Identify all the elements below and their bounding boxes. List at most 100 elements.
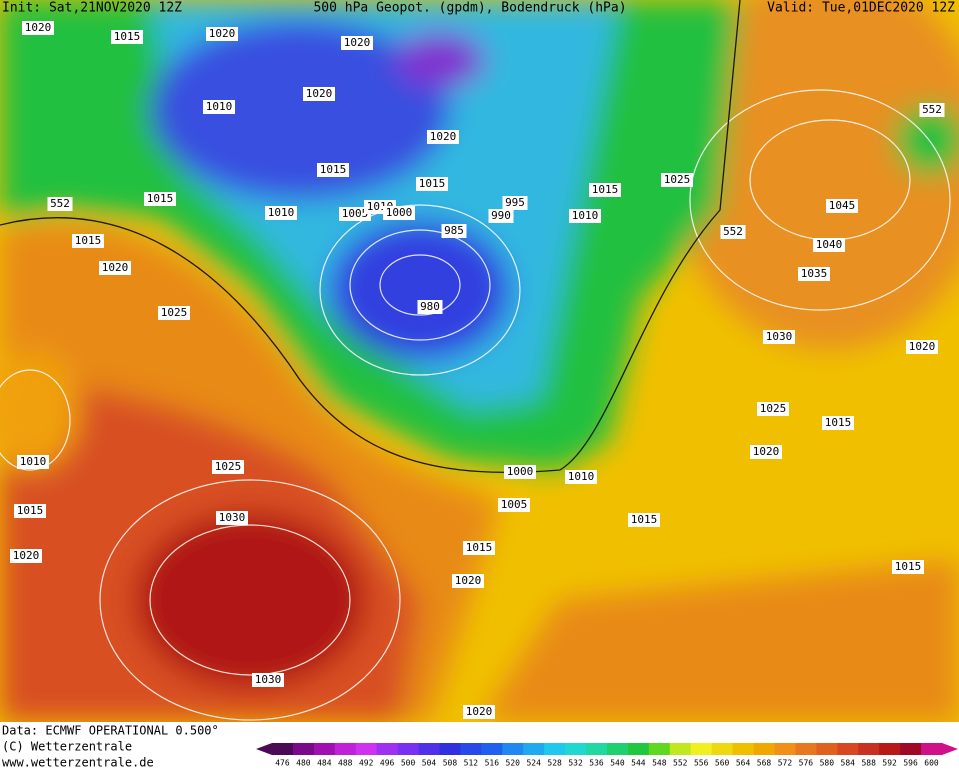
- isobar-label: 1020: [909, 340, 936, 353]
- isobar-label: 1015: [419, 177, 446, 190]
- colorbar-tick-label: 480: [296, 759, 311, 768]
- colorbar-tick-label: 500: [401, 759, 416, 768]
- label-box: [750, 445, 782, 459]
- colorbar-tick-label: 560: [715, 759, 730, 768]
- colorbar-swatch: [586, 743, 608, 755]
- map-field: [0, 0, 959, 722]
- colorbar-swatch: [313, 743, 336, 755]
- isobar-label: 1015: [895, 560, 922, 573]
- isobar-label: 1040: [816, 238, 843, 251]
- isobar-label: 1020: [455, 574, 482, 587]
- isobar-label: 1020: [102, 261, 129, 274]
- colorbar-swatch: [816, 743, 838, 755]
- isobar-label: 1020: [753, 445, 780, 458]
- colorbar-tick-label: 548: [652, 759, 667, 768]
- isobar-label: 1025: [664, 173, 691, 186]
- colorbar-tick-label: 544: [631, 759, 646, 768]
- label-box: [265, 206, 297, 220]
- colorbar-swatch: [292, 743, 315, 755]
- label-box: [906, 340, 938, 354]
- label-box: [203, 100, 235, 114]
- colorbar-swatch: [272, 743, 294, 755]
- colorbar-swatch: [879, 743, 901, 755]
- colorbar-swatch: [481, 743, 503, 755]
- isobar-label: 1025: [760, 402, 787, 415]
- colorbar-tick-label: 484: [317, 759, 332, 768]
- isobar-label: 552: [723, 225, 743, 238]
- colorbar-swatch: [523, 743, 545, 755]
- colorbar-tick-label: 496: [380, 759, 395, 768]
- colorbar-swatch: [397, 743, 420, 755]
- colorbar-tick-label: 528: [547, 759, 562, 768]
- isobar-label: 1020: [209, 27, 236, 40]
- colorbar-tick-label: 524: [526, 759, 541, 768]
- colorbar-tick-label: 488: [338, 759, 353, 768]
- isobar-label: 1030: [219, 511, 246, 524]
- colorbar-swatch: [690, 743, 713, 755]
- label-box: [47, 197, 73, 211]
- isobar-label: 1025: [161, 306, 188, 319]
- init-time: Init: Sat,21NOV2020 12Z: [2, 1, 182, 16]
- colorbar-swatch: [774, 743, 796, 755]
- colorbar-swatch: [334, 743, 357, 755]
- label-box: [252, 673, 284, 687]
- label-box: [158, 306, 190, 320]
- map-title: 500 hPa Geopot. (gpdm), Bodendruck (hPa): [313, 1, 626, 16]
- label-box: [72, 234, 104, 248]
- isobar-label: 1015: [631, 513, 658, 526]
- label-box: [383, 206, 415, 220]
- colorbar-right-arrow: [942, 743, 958, 755]
- label-box: [919, 103, 945, 117]
- label-box: [502, 196, 528, 210]
- label-box: [416, 177, 448, 191]
- label-box: [488, 209, 514, 223]
- colorbar-swatch: [711, 743, 734, 755]
- colorbar-tick-label: 492: [359, 759, 374, 768]
- copyright: (C) Wetterzentrale: [2, 740, 132, 754]
- label-box: [826, 199, 858, 213]
- label-box: [763, 330, 795, 344]
- isobar-label: 552: [50, 197, 70, 210]
- colorbar-tick-label: 540: [610, 759, 625, 768]
- isobar-label: 1005: [342, 207, 369, 220]
- colorbar-tick-label: 584: [841, 759, 856, 768]
- colorbar-tick-label: 600: [924, 759, 939, 768]
- isobar-label: 1015: [320, 163, 347, 176]
- label-box: [452, 574, 484, 588]
- colorbar-tick-label: 536: [589, 759, 604, 768]
- label-box: [720, 225, 746, 239]
- isobar-label: 1010: [268, 206, 295, 219]
- label-box: [628, 513, 660, 527]
- colorbar-tick-label: 532: [568, 759, 583, 768]
- isobar-labels: 1020 1015 1020 1020 1020 1010 552 1020 1015 1015 1…: [10, 21, 945, 719]
- isobar-label: 1030: [766, 330, 793, 343]
- isobar-label: 1015: [825, 416, 852, 429]
- isobar-label: 1035: [801, 267, 828, 280]
- colorbar-tick-label: 516: [485, 759, 500, 768]
- label-box: [798, 267, 830, 281]
- isobar-label: 1020: [430, 130, 457, 143]
- label-box: [99, 261, 131, 275]
- label-box: [22, 21, 54, 35]
- colorbar-swatch: [607, 743, 629, 755]
- label-box: [661, 173, 693, 187]
- colorbar-swatch: [418, 743, 440, 755]
- colorbar-swatch: [627, 743, 650, 755]
- colorbar-swatch: [732, 743, 755, 755]
- label-box: [417, 300, 443, 314]
- isobar-label: 1020: [306, 87, 333, 100]
- isobar-label: 1015: [114, 30, 141, 43]
- colorbar-tick-label: 596: [903, 759, 918, 768]
- colorbar-left-arrow: [256, 743, 272, 755]
- label-box: [212, 460, 244, 474]
- label-box: [498, 498, 530, 512]
- colorbar-tick-label: 520: [506, 759, 521, 768]
- colorbar-swatch: [565, 743, 587, 755]
- colorbar-swatch: [439, 743, 461, 755]
- label-box: [341, 36, 373, 50]
- colorbar-swatch: [858, 743, 880, 755]
- isobar-label: 1020: [344, 36, 371, 49]
- colorbar-swatch: [355, 743, 378, 755]
- label-box: [144, 192, 176, 206]
- isobar-label: 1000: [507, 465, 534, 478]
